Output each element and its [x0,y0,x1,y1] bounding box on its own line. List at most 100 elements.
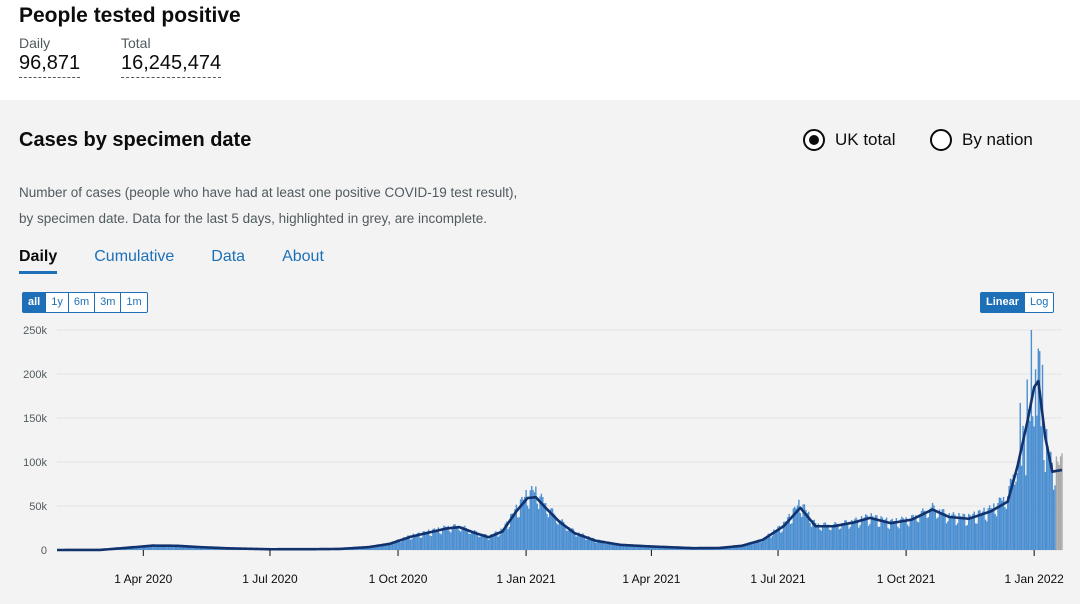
daily-bar [792,508,795,550]
daily-bar [892,521,895,550]
radio-unselected-icon[interactable] [930,129,952,151]
daily-bar [746,543,749,550]
daily-bar [748,542,750,550]
daily-bar [546,513,548,550]
tab-about[interactable]: About [282,248,324,265]
daily-bar [853,519,856,550]
daily-bar [876,515,878,550]
radio-by-nation[interactable]: By nation [930,129,1033,151]
daily-bar [796,505,799,550]
daily-bar [427,529,430,550]
x-tick-label: 1 Jan 2022 [1004,572,1064,586]
daily-bar [958,512,960,550]
daily-bar [791,523,793,550]
daily-bar [812,520,814,550]
daily-bar [924,511,927,550]
daily-bar [860,516,863,550]
card-title: Cases by specimen date [19,129,252,151]
daily-bar [657,546,660,550]
daily-bar [1054,485,1056,550]
daily-bar [915,515,917,550]
daily-bar [1047,446,1049,550]
daily-bar [383,544,385,550]
daily-bar [547,517,550,550]
daily-bar [813,519,815,550]
daily-bar [432,529,434,550]
daily-bar [771,535,774,550]
daily-bar [780,532,782,550]
y-tick-label: 100k [23,457,47,469]
range-6m-button[interactable]: 6m [69,293,96,312]
total-value[interactable]: 16,245,474 [121,52,222,78]
daily-bar [622,544,625,550]
daily-bar [906,524,909,550]
daily-bar [373,545,376,550]
daily-bar [409,539,412,550]
daily-bar [150,544,153,550]
daily-bar [466,529,469,550]
daily-bar [941,509,943,550]
tab-data[interactable]: Data [211,248,246,265]
daily-bar [145,545,147,550]
scale-log-button[interactable]: Log [1030,296,1049,308]
daily-bar [153,544,156,550]
daily-bar [873,517,875,550]
daily-bar [625,546,628,550]
daily-bar [997,503,999,550]
daily-bar [926,518,928,550]
daily-bar [588,536,590,550]
daily-bar [521,496,523,550]
tab-daily[interactable]: Daily [19,248,58,274]
daily-bar [774,530,776,550]
daily-bar [802,504,804,550]
daily-bar [510,514,512,550]
daily-bar [741,546,743,550]
daily-bar [361,547,363,550]
daily-bar [386,543,388,550]
daily-bar [981,511,984,550]
daily-bar [568,527,570,550]
daily-bar [479,536,481,550]
range-1m-button[interactable]: 1m [126,296,142,308]
daily-bar [898,528,900,550]
daily-bar [459,531,462,550]
daily-bar [856,519,859,550]
daily-bar [1061,453,1063,550]
daily-bar [827,524,829,550]
daily-bar [380,545,383,550]
daily-value[interactable]: 96,871 [19,52,81,78]
daily-bar [806,512,808,550]
daily-bar [852,521,854,550]
daily-bar [180,545,182,550]
scale-linear-button[interactable]: Linear [981,293,1026,312]
cases-chart: 0 50k 100k 150k 200k 250k 1 Apr 2020 1 Jul 202… [23,325,1064,586]
daily-bar [1030,330,1033,550]
daily-bar [199,546,202,550]
daily-bar [433,528,435,550]
daily-bar [507,529,509,550]
daily-bar [728,546,731,550]
daily-bar [439,533,441,550]
daily-bar [503,528,505,550]
daily-bar [1048,452,1051,550]
daily-bar [142,545,144,550]
daily-bar [444,526,447,550]
daily-bar [486,535,488,550]
radio-uk-total[interactable]: UK total [803,129,895,151]
daily-bar [782,521,785,550]
daily-bar [437,527,440,550]
x-tick-label: 1 Apr 2020 [114,572,172,586]
daily-bar [773,529,775,550]
range-all-button[interactable]: all [23,293,47,312]
summary-header: People tested positive Daily 96,871 Tota… [0,0,1080,100]
daily-bar [938,509,941,550]
radio-selected-icon[interactable] [803,129,825,151]
radio-uk-label: UK total [835,130,896,149]
daily-bar [895,518,898,550]
tab-cumulative[interactable]: Cumulative [94,248,175,265]
daily-bar [961,516,963,550]
range-3m-button[interactable]: 3m [95,293,122,312]
daily-bar [536,503,538,550]
daily-bar [376,544,378,550]
range-1y-button[interactable]: 1y [46,293,69,312]
